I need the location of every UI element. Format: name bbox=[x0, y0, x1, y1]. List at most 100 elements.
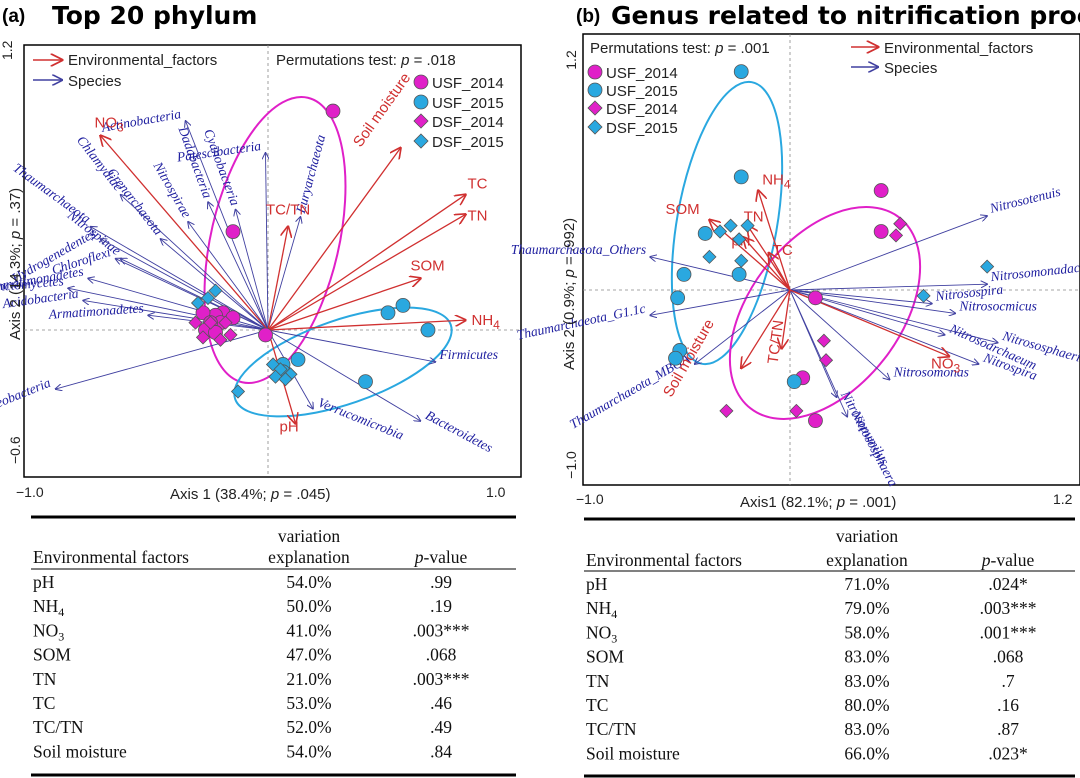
table-cell-variation-tc-tn: 83.0% bbox=[844, 719, 889, 739]
species-arrow-cyanobacteria bbox=[236, 209, 269, 331]
table-a-header-factors: Environmental factors bbox=[33, 547, 189, 567]
point-usf-2014-2 bbox=[808, 290, 823, 306]
panel-a-plot-frame bbox=[23, 44, 522, 478]
legend-env-label: Environmental_factors bbox=[884, 40, 1033, 57]
legend-usf2015-marker bbox=[587, 82, 603, 98]
species-arrow-firmicutes bbox=[267, 329, 436, 362]
table-b-header-variation: variation bbox=[836, 526, 898, 546]
species-arrow-nitrososphaera bbox=[789, 289, 847, 417]
legend-dsf2014-marker bbox=[587, 100, 603, 116]
legend-usf2015-label: USF_2015 bbox=[606, 83, 678, 100]
table-cell-pvalue-som: .068 bbox=[426, 645, 457, 665]
table-cell-variation-soil-moisture: 66.0% bbox=[844, 743, 889, 763]
table-cell-factor-tn: TN bbox=[33, 669, 57, 689]
point-dsf-2015-2 bbox=[732, 232, 747, 247]
table-cell-factor-soil-moisture: Soil moisture bbox=[33, 741, 127, 761]
table-cell-variation-ph: 71.0% bbox=[844, 574, 889, 594]
panel-a-xtick-left: −1.0 bbox=[16, 484, 44, 500]
env-label-no3: NO3 bbox=[931, 355, 961, 375]
table-cell-factor-soil-moisture: Soil moisture bbox=[586, 743, 680, 763]
legend-species-label: Species bbox=[884, 60, 937, 77]
legend-dsf2014-label: DSF_2014 bbox=[432, 114, 504, 131]
table-cell-pvalue-nh4: .19 bbox=[430, 596, 452, 616]
species-label-nitrospirae: Nitrospirae bbox=[150, 158, 194, 220]
env-arrow-tc bbox=[769, 253, 791, 291]
legend-usf2015-marker bbox=[413, 94, 429, 110]
species-arrow-euryarchaeota bbox=[267, 217, 301, 331]
species-arrow-thaumarchaeota-g1-1c bbox=[650, 289, 791, 315]
panel-a-title: Top 20 phylum bbox=[52, 1, 257, 30]
env-label-som: SOM bbox=[665, 201, 699, 218]
table-cell-variation-no3: 58.0% bbox=[844, 622, 889, 642]
table-cell-variation-tc-tn: 52.0% bbox=[286, 717, 331, 737]
point-dsf-2014-1 bbox=[203, 315, 218, 330]
panel-b-table: variation explanation Environmental fact… bbox=[584, 517, 1075, 778]
table-cell-pvalue-soil-moisture: .84 bbox=[430, 741, 452, 761]
species-arrow-dadabacteria bbox=[208, 202, 269, 331]
species-arrow-bacteroidetes bbox=[267, 329, 421, 421]
panel-a-table: variation explanation Environmental fact… bbox=[31, 515, 516, 777]
point-dsf-2015-1 bbox=[200, 290, 216, 306]
panel-a-ytick-bottom: −0.6 bbox=[7, 436, 23, 464]
table-cell-variation-ph: 54.0% bbox=[286, 572, 331, 592]
point-usf-2014-0 bbox=[873, 183, 889, 198]
panel-b-ytick-top: 1.2 bbox=[563, 50, 579, 70]
table-b-header-explanation: explanation bbox=[826, 550, 908, 570]
point-usf-2014-1 bbox=[225, 224, 241, 240]
table-cell-factor-tc: TC bbox=[33, 693, 55, 713]
point-dsf-2015-7 bbox=[916, 288, 931, 303]
species-arrow-nitrososphaeria-others bbox=[789, 289, 998, 343]
table-cell-factor-nh4: NH4 bbox=[33, 596, 64, 619]
panel-a-permutations: Permutations test: p = .018 bbox=[276, 52, 456, 69]
legend-usf2014-marker bbox=[413, 74, 429, 90]
table-cell-variation-nh4: 79.0% bbox=[844, 598, 889, 618]
table-cell-factor-tc-tn: TC/TN bbox=[586, 719, 637, 739]
table-cell-variation-soil-moisture: 54.0% bbox=[286, 741, 331, 761]
point-usf-2015-3 bbox=[676, 266, 692, 282]
point-usf-2014-4 bbox=[808, 413, 823, 429]
point-dsf-2014-4 bbox=[719, 403, 734, 418]
panel-b-ylabel: Axis 2 (0.9%; p = .992) bbox=[561, 218, 578, 370]
table-cell-pvalue-tc-tn: .49 bbox=[430, 717, 452, 737]
species-label-nitrosotenuis: Nitrosotenuis bbox=[987, 184, 1062, 216]
panel-a-letter: (a) bbox=[2, 6, 25, 27]
point-dsf-2015-3 bbox=[740, 218, 755, 233]
point-dsf-2014-2 bbox=[816, 333, 831, 348]
species-arrow-nitrosomonas bbox=[789, 289, 890, 380]
legend-dsf2014-label: DSF_2014 bbox=[606, 101, 678, 118]
table-cell-pvalue-soil-moisture: .023* bbox=[988, 743, 1027, 763]
table-cell-variation-no3: 41.0% bbox=[286, 620, 331, 640]
panel-b: (b) Genus related to nitrification proce… bbox=[511, 1, 1080, 778]
table-cell-variation-nh4: 50.0% bbox=[286, 596, 331, 616]
species-label-thaumarchaeota-g1-1c: Thaumarchaeota_G1.1c bbox=[515, 301, 646, 343]
env-label-nh4: NH4 bbox=[472, 312, 501, 332]
table-cell-factor-nh4: NH4 bbox=[586, 598, 617, 621]
legend-usf2014-label: USF_2014 bbox=[606, 65, 678, 82]
table-cell-variation-som: 83.0% bbox=[844, 647, 889, 667]
point-usf-2015-7 bbox=[731, 266, 747, 282]
table-cell-pvalue-tc-tn: .87 bbox=[997, 719, 1019, 739]
legend-usf2014-label: USF_2014 bbox=[432, 75, 504, 92]
table-cell-pvalue-som: .068 bbox=[993, 647, 1024, 667]
point-dsf-2015-0 bbox=[712, 224, 728, 239]
env-label-tc-tn: TC/TN bbox=[266, 202, 310, 219]
table-cell-variation-tc: 80.0% bbox=[844, 695, 889, 715]
point-dsf-2014-4 bbox=[213, 332, 228, 347]
table-cell-factor-som: SOM bbox=[33, 645, 71, 665]
env-label-som: SOM bbox=[411, 257, 445, 274]
panel-a: (a) Top 20 phylum ActinobacteriaCyanobac… bbox=[0, 1, 522, 777]
point-dsf-2014-5 bbox=[223, 327, 238, 342]
species-label-proteobacteria: Proteobacteria bbox=[0, 375, 53, 420]
table-b-body: pH 71.0% .024* NH4 79.0% .003*** NO3 58.0% .001*… bbox=[586, 574, 1036, 763]
point-dsf-2015-5 bbox=[734, 253, 749, 268]
species-label-bacteroidetes: Bacteroidetes bbox=[423, 407, 495, 455]
table-a-header-variation: variation bbox=[278, 526, 340, 546]
legend-usf2014-marker bbox=[587, 64, 603, 80]
env-arrow-tc bbox=[267, 195, 466, 331]
point-usf-2015-3 bbox=[290, 352, 306, 367]
env-label-tn: TN bbox=[468, 207, 488, 224]
table-cell-factor-no3: NO3 bbox=[33, 620, 64, 643]
panel-b-xtick-left: −1.0 bbox=[576, 491, 604, 507]
species-arrow-chlamydiae bbox=[121, 195, 269, 331]
